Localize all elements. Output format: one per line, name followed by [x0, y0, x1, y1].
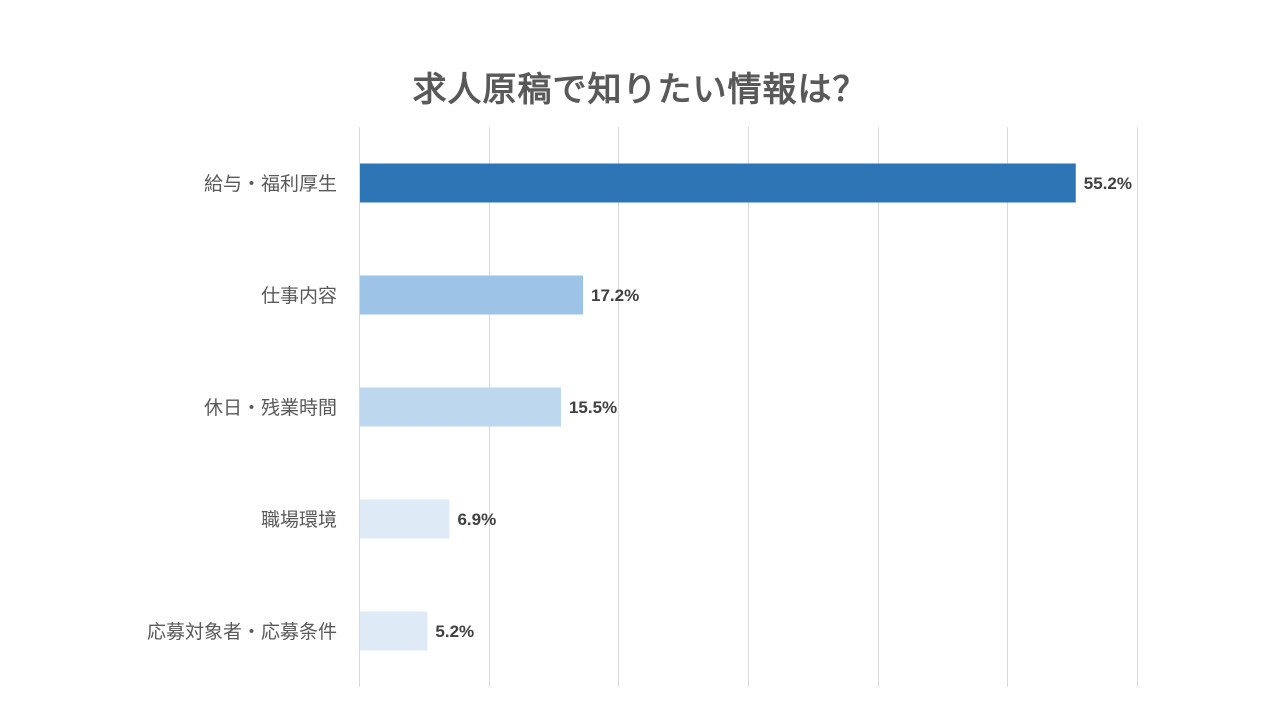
bar: [360, 163, 1076, 203]
category-label: 仕事内容: [261, 285, 337, 307]
data-label: 55.2%: [1084, 174, 1132, 193]
bar: [360, 499, 450, 539]
category-label: 応募対象者・応募条件: [147, 621, 337, 643]
bar: [360, 611, 428, 651]
category-label: 職場環境: [261, 509, 337, 531]
chart-title: 求人原稿で知りたい情報は？: [412, 70, 868, 110]
data-label: 15.5%: [569, 398, 617, 417]
bar: [360, 387, 561, 427]
bar: [360, 275, 584, 315]
data-label: 6.9%: [457, 510, 496, 529]
category-label: 休日・残業時間: [204, 397, 337, 419]
category-label: 給与・福利厚生: [204, 173, 337, 195]
data-label: 17.2%: [591, 286, 639, 305]
data-label: 5.2%: [435, 622, 474, 641]
